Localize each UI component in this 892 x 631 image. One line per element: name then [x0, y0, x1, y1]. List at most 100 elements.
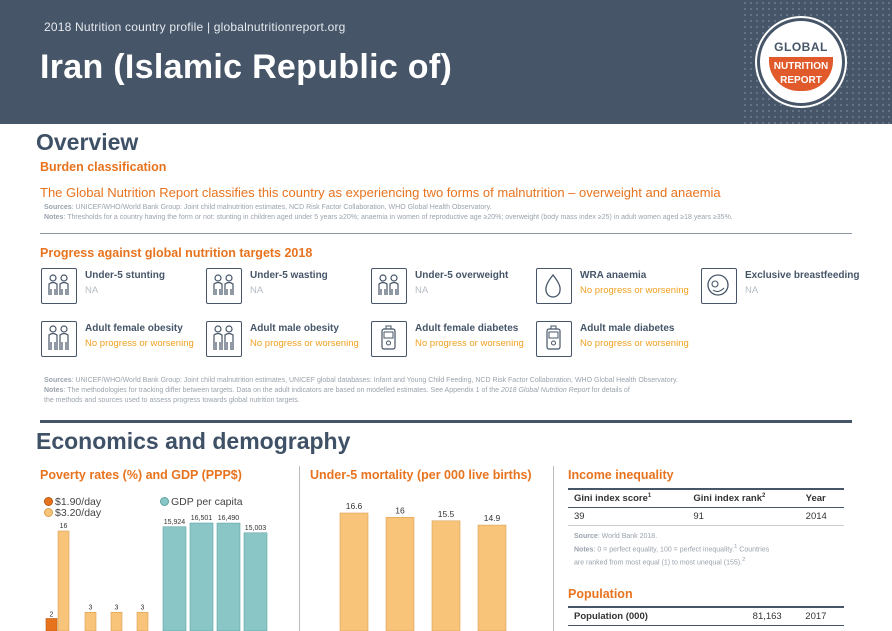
target-adult-male-obesity: Adult male obesity No progress or worseni…: [206, 321, 371, 365]
burden-statement: The Global Nutrition Report classifies t…: [40, 185, 721, 200]
target-name: Adult female diabetes: [415, 323, 519, 334]
notes-text: : Thresholds for a country having the fo…: [63, 214, 733, 221]
target-name: Under-5 wasting: [250, 270, 328, 281]
mortality-bar-label: 16.6: [346, 501, 363, 511]
legend-label: $1.90/day: [55, 496, 102, 508]
mortality-bar-label: 16: [395, 505, 405, 515]
legend-gdp: GDP per capita: [160, 496, 243, 508]
profile-subtitle: 2018 Nutrition country profile | globaln…: [44, 20, 346, 34]
legend-swatch: [44, 508, 53, 517]
adults-icon: [41, 321, 77, 357]
target-status: NA: [745, 285, 759, 296]
target-wra-anaemia: WRA anaemia No progress or worsening: [536, 268, 701, 312]
progress-notes-line2: the methods and sources used to assess p…: [44, 397, 300, 404]
progress-notes: Sources: UNICEF/WHO/World Bank Group: Jo…: [44, 376, 874, 406]
mortality-bar-label: 14.9: [484, 513, 501, 523]
overview-notes: Sources: UNICEF/WHO/World Bank Group: Jo…: [44, 203, 874, 223]
legend-190: $1.90/day: [44, 496, 101, 508]
target-status: NA: [415, 285, 429, 296]
header-banner: 2018 Nutrition country profile | globaln…: [0, 0, 892, 124]
target-adult-female-diabetes: Adult female diabetes No progress or wors…: [371, 321, 536, 365]
logo-badge: NUTRITION REPORT: [769, 57, 833, 91]
logo-line2: NUTRITION: [773, 61, 829, 72]
bar-label-gdp: 15,924: [164, 519, 186, 526]
legend-swatch: [44, 497, 53, 506]
bar-label-gdp: 16,490: [218, 515, 240, 522]
target-name: Under-5 overweight: [415, 270, 509, 281]
income-notes-label: Notes: [574, 546, 594, 554]
column-divider: [553, 466, 554, 631]
target-status: NA: [85, 285, 99, 296]
population-label: Population (000): [568, 606, 718, 626]
mortality-bar: [431, 520, 461, 631]
target-name: Adult female obesity: [85, 323, 183, 334]
glucose-meter-icon: [536, 321, 572, 357]
target-status: NA: [250, 285, 264, 296]
report-title-italic: 2018 Global Nutrition Report: [500, 387, 590, 394]
gini-year-header: Year: [799, 488, 844, 509]
income-notes-text: : 0 = perfect equality, 100 = perfect in…: [593, 546, 735, 554]
column-divider: [299, 466, 300, 631]
bar-320: [57, 530, 70, 631]
target-under-5-stunting: Under-5 stunting NA: [41, 268, 206, 312]
children-icon: [206, 268, 242, 304]
children-icon: [371, 268, 407, 304]
logo-line1: GLOBAL: [774, 40, 828, 54]
global-nutrition-report-logo: GLOBAL NUTRITION REPORT: [757, 18, 845, 106]
bar-label-190: 2: [50, 612, 54, 619]
gini-score-value: 39: [568, 507, 688, 527]
bar-320: [110, 611, 123, 631]
population-table: Population (000) 81,163 2017: [568, 606, 844, 626]
target-status: No progress or worsening: [580, 338, 689, 349]
burden-classification-heading: Burden classification: [40, 160, 167, 174]
mortality-bar-label: 15.5: [438, 509, 455, 519]
blood-drop-icon: [536, 268, 572, 304]
gini-rank-value: 91: [687, 507, 800, 527]
breastfeeding-icon: [701, 268, 737, 304]
target-name: Under-5 stunting: [85, 270, 165, 281]
population-value: 81,163: [718, 606, 788, 626]
legend-label: GDP per capita: [171, 496, 243, 508]
bar-label-gdp: 15,003: [245, 525, 267, 532]
income-inequality-title: Income inequality: [568, 468, 674, 482]
population-title: Population: [568, 587, 633, 601]
mortality-chart-title: Under-5 mortality (per 000 live births): [310, 468, 532, 482]
bar-gdp: [189, 522, 214, 631]
target-status: No progress or worsening: [415, 338, 524, 349]
logo-line3: REPORT: [780, 75, 822, 86]
legend-320: $3.20/day: [44, 507, 101, 519]
progress-heading: Progress against global nutrition target…: [40, 246, 313, 260]
target-name: WRA anaemia: [580, 270, 647, 281]
population-year: 2017: [787, 606, 844, 626]
target-exclusive-breastfeeding: Exclusive breastfeeding NA: [701, 268, 866, 312]
target-name: Adult male diabetes: [580, 323, 675, 334]
country-title: Iran (Islamic Republic of): [40, 48, 453, 86]
poverty-gdp-chart: 2 16 3 3 3 15,924 16,501 16,490 15,003: [45, 515, 268, 631]
mortality-bar: [339, 512, 369, 631]
target-under-5-wasting: Under-5 wasting NA: [206, 268, 371, 312]
economics-heading: Economics and demography: [36, 428, 351, 454]
mortality-bar: [477, 524, 507, 631]
bar-320: [84, 611, 97, 631]
bar-label-gdp: 16,501: [191, 515, 213, 522]
target-adult-male-diabetes: Adult male diabetes No progress or worsen…: [536, 321, 701, 365]
sources-label: Sources: [44, 204, 72, 211]
bar-label-320: 3: [141, 604, 145, 611]
mortality-bar: [385, 516, 415, 631]
income-source-text: : World Bank 2018.: [597, 533, 658, 540]
target-status: No progress or worsening: [85, 338, 194, 349]
notes-label: Notes: [44, 214, 64, 221]
section-divider: [40, 420, 852, 423]
progress-sources-text: : UNICEF/WHO/World Bank Group: Joint chi…: [71, 377, 678, 384]
gini-rank-header: Gini index rank2: [687, 488, 800, 509]
legend-swatch: [160, 497, 169, 506]
target-status: No progress or worsening: [580, 285, 689, 296]
children-icon: [41, 268, 77, 304]
progress-notes-end: for details of: [589, 387, 630, 394]
bar-190: [45, 618, 58, 631]
gini-table: Gini index score1 Gini index rank2 Year …: [568, 488, 844, 527]
poverty-chart-title: Poverty rates (%) and GDP (PPP$): [40, 468, 242, 482]
progress-notes-text: : The methodologies for tracking differ …: [63, 387, 501, 394]
target-name: Adult male obesity: [250, 323, 339, 334]
legend-label: $3.20/day: [55, 507, 102, 519]
